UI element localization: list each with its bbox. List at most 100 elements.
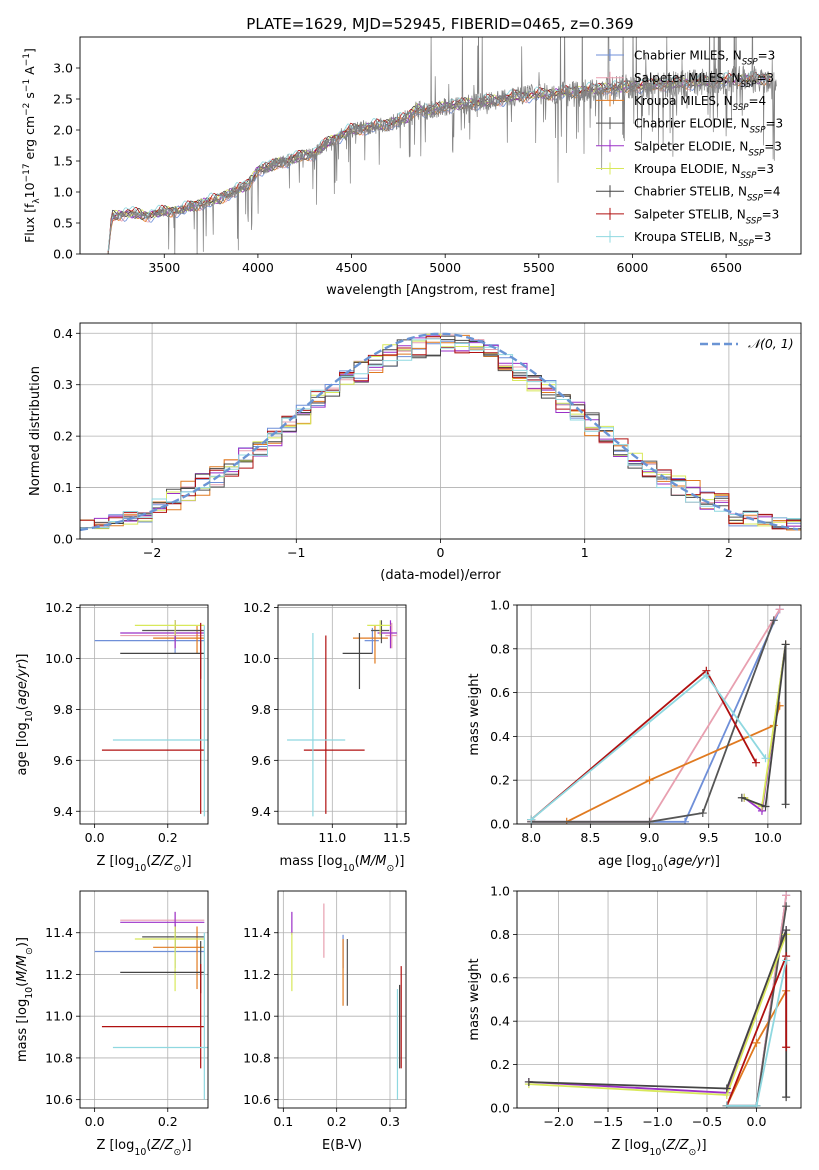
x-axis-label: Z [log10(Z/Z⊙)]	[611, 1138, 706, 1158]
y-tick-label: 0.2	[490, 773, 510, 788]
mass-weight-marker	[761, 802, 770, 811]
legend-entry: 𝒩(0, 1)	[748, 336, 794, 351]
x-tick-label: 0.3	[380, 1114, 400, 1129]
mass-weight-marker	[752, 758, 761, 767]
x-tick-label: 6000	[617, 260, 649, 275]
x-tick-label: −2.0	[543, 1114, 573, 1129]
axes-frame	[516, 890, 802, 1109]
mass-weight-marker	[781, 640, 790, 649]
x-tick-label: 0.0	[85, 830, 105, 845]
x-tick-label: −2	[143, 545, 161, 560]
mass-weight-line	[741, 644, 787, 808]
figure-title: PLATE=1629, MJD=52945, FIBERID=0465, z=0…	[246, 15, 633, 33]
x-tick-label: 0.2	[158, 1114, 178, 1129]
mass-weight-line	[531, 619, 775, 823]
label-part: 10	[134, 863, 146, 874]
plot-area	[291, 903, 402, 1100]
x-tick-label: −1	[287, 545, 305, 560]
label-part: (	[15, 705, 30, 710]
label-part: =3	[756, 71, 774, 85]
model-line	[107, 75, 771, 254]
label-part: =3	[758, 49, 776, 63]
x-axis-label: Z [log10(Z/Z⊙)]	[96, 1138, 191, 1158]
x-tick-label: 9.0	[640, 830, 660, 845]
x-tick-label: 0.2	[158, 830, 178, 845]
x-tick-label: 0.0	[747, 1114, 767, 1129]
label-part: SSP	[738, 239, 755, 249]
y-tick-label: 1.0	[53, 185, 73, 200]
label-part: )]	[181, 1138, 191, 1153]
label-part: =3	[765, 117, 783, 131]
x-tick-label: 6500	[710, 260, 742, 275]
label-part: SSP	[733, 103, 750, 113]
mass-weight-marker	[782, 956, 791, 965]
y-tick-label: 9.6	[251, 753, 271, 768]
label-part: )]	[710, 854, 720, 869]
label-part: (	[146, 854, 151, 869]
label-part: Z [log	[611, 1138, 649, 1153]
mass-weight-marker	[722, 1101, 731, 1108]
legend-entry: Chabrier STELIB, NSSP=4	[634, 185, 781, 204]
y-tick-label: 1.0	[490, 598, 510, 613]
label-part: ⊙	[689, 1147, 697, 1158]
y-tick-label: 1.5	[53, 154, 73, 169]
x-tick-label: 3500	[148, 260, 180, 275]
label-part: Chabrier STELIB, N	[634, 185, 747, 199]
label-part: SSP	[741, 171, 758, 181]
label-part: Kroupa STELIB, N	[634, 230, 738, 244]
histogram-series	[80, 338, 801, 529]
x-tick-label: 9.5	[699, 830, 719, 845]
label-part: A	[22, 66, 37, 79]
label-part: Chabrier ELODIE, N	[634, 117, 750, 131]
label-part: ⊙	[174, 1147, 182, 1158]
y-tick-label: 9.8	[53, 702, 73, 717]
mass-weight-marker	[761, 754, 770, 763]
label-part: λ	[32, 198, 42, 204]
label-part: −17	[22, 163, 32, 182]
y-tick-label: 10.2	[45, 600, 73, 615]
mass-weight-marker	[702, 671, 711, 680]
x-tick-label: 1	[581, 545, 589, 560]
panel-spectrum: 3500 4000 4500 5000 5500 6000 6500 0.0 0.5 1.0 1.5…	[22, 36, 802, 298]
label-part: age/yr	[15, 662, 30, 705]
label-part: age/yr	[668, 854, 711, 869]
label-part: M/M	[15, 955, 30, 982]
x-tick-label: 0.0	[85, 1114, 105, 1129]
plot-area	[94, 911, 208, 1100]
label-part: Z/Z	[150, 1138, 174, 1153]
x-tick-label: 11.5	[383, 830, 411, 845]
label-part: =4	[749, 94, 767, 108]
legend-entry: Chabrier ELODIE, NSSP=3	[634, 117, 783, 136]
y-tick-label: 9.8	[251, 702, 271, 717]
x-tick-label: 2	[725, 545, 733, 560]
y-tick-label: 1.0	[490, 884, 510, 899]
label-part: =3	[754, 230, 772, 244]
axes-frame	[516, 604, 802, 825]
mass-weight-marker	[782, 891, 791, 900]
x-tick-label: 11.0	[318, 830, 346, 845]
label-part: Z [log	[96, 1138, 134, 1153]
mass-weight-marker	[775, 605, 784, 614]
mass-weight-marker	[681, 817, 690, 824]
y-tick-label: 10.0	[45, 651, 73, 666]
plot-area	[524, 891, 791, 1108]
x-axis-label: age [log10(age/yr)]	[598, 854, 720, 874]
y-axis-label: Flux [fλ10−17 erg cm−2 s−1 A−1]	[22, 48, 42, 243]
label-part: Z [log	[96, 854, 134, 869]
plot-area	[527, 605, 790, 824]
y-axis-label: mass weight	[467, 958, 482, 1040]
label-part: SSP	[750, 126, 767, 136]
label-part: −2	[22, 103, 32, 116]
x-tick-label: 0.1	[273, 1114, 293, 1129]
y-tick-label: 0.0	[490, 1101, 510, 1116]
mass-weight-marker	[645, 817, 654, 824]
label-part: (	[661, 1138, 666, 1153]
label-part: Chabrier MILES, N	[634, 49, 742, 63]
y-tick-label: 0.4	[490, 729, 510, 744]
label-part: Kroupa ELODIE, N	[634, 162, 741, 176]
mass-weight-marker	[645, 776, 654, 785]
legend-entry: Salpeter ELODIE, NSSP=3	[634, 139, 782, 158]
y-tick-label: 10.8	[243, 1050, 271, 1065]
mass-weight-marker	[782, 1093, 791, 1102]
label-part: )]	[15, 937, 30, 947]
